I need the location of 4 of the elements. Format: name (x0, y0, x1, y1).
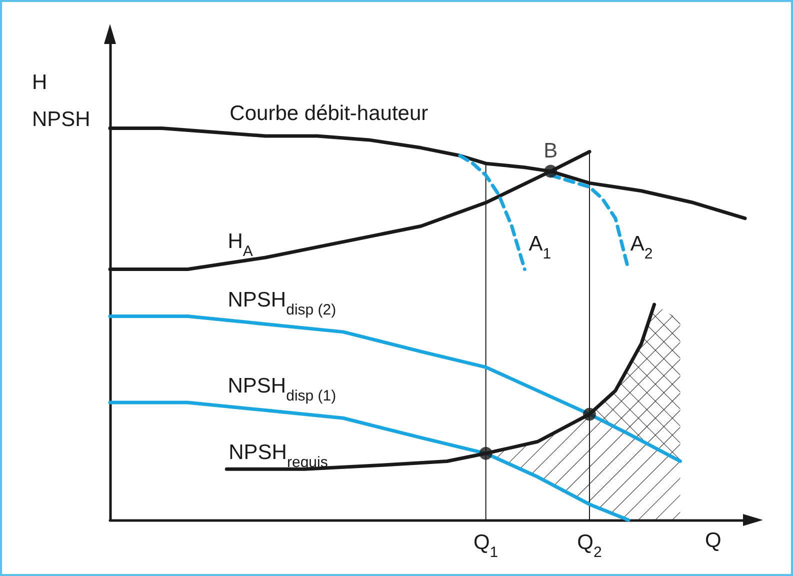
y-axis-title: H NPSH (32, 71, 90, 131)
x-axis-title: Q (705, 529, 722, 552)
series-label: Courbe débit-hauteur (230, 102, 428, 126)
annotation: B (544, 139, 558, 162)
